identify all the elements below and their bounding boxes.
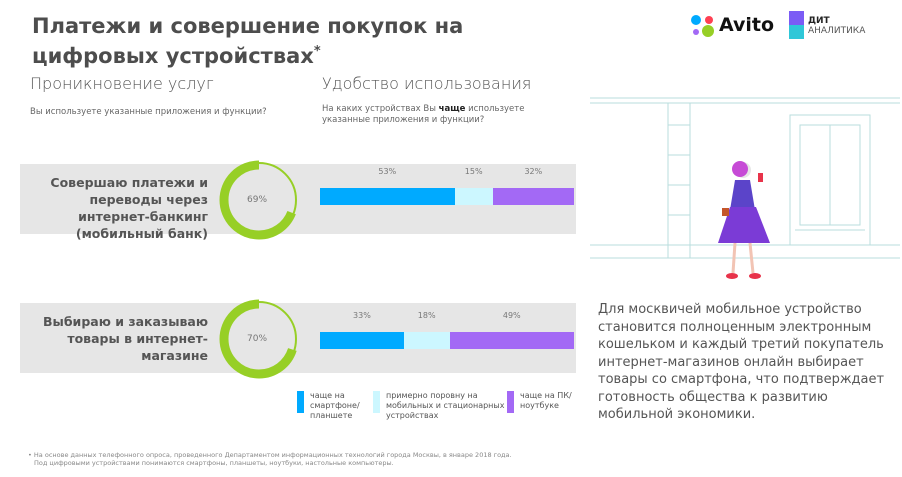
avito-dots-icon xyxy=(691,15,714,37)
bar-value-label: 33% xyxy=(353,311,371,320)
row-label: Совершаю платежи и переводы через интерн… xyxy=(50,175,208,241)
bar-value-label: 32% xyxy=(524,167,543,176)
dit-logo: ДИТ АНАЛИТИКА xyxy=(788,10,865,40)
donut-arc xyxy=(219,160,299,240)
bar-segment xyxy=(403,332,450,349)
row-label: Выбираю и заказываю товары в интернет-ма… xyxy=(43,314,208,363)
bar-value-label: 49% xyxy=(502,311,521,320)
dit-cube-icon xyxy=(789,11,804,39)
legend-item: чаще на ПК/ноутбуке xyxy=(507,391,580,413)
donut-chart xyxy=(219,160,299,240)
legend-swatch xyxy=(507,391,514,413)
bar-value-label: 15% xyxy=(464,167,483,176)
stacked-bar xyxy=(320,188,574,205)
footnote: • На основе данных телефонного опроса, п… xyxy=(28,451,512,467)
penetration-question: Вы используете указанные приложения и фу… xyxy=(30,107,267,117)
donut-arc xyxy=(219,299,299,379)
stacked-bar xyxy=(320,332,574,349)
bar-segment xyxy=(449,332,574,349)
legend-swatch xyxy=(297,391,304,413)
donut-chart xyxy=(219,299,299,379)
donut-label: 69% xyxy=(247,195,268,205)
donut-label: 70% xyxy=(247,334,268,344)
bar-value-label: 18% xyxy=(417,311,436,320)
legend-item: примерно поровну на мобильных и стациона… xyxy=(373,391,506,421)
legend-swatch xyxy=(373,391,380,413)
bar-segment xyxy=(320,332,404,349)
bar-value-label: 53% xyxy=(378,167,397,176)
bar-segment xyxy=(320,188,455,205)
shopping-woman-illustration xyxy=(590,97,900,279)
penetration-heading: Проникновение услуг xyxy=(30,74,214,93)
bar-segment xyxy=(492,188,574,205)
summary-text: Для москвичей мобильное устройство стано… xyxy=(598,302,885,422)
usability-heading: Удобство использования xyxy=(322,74,532,93)
page-title: Платежи и совершение покупок на цифровых… xyxy=(32,14,464,68)
bar-segment xyxy=(454,188,493,205)
usability-question: На каких устройствах Вы чаще используете… xyxy=(322,104,525,125)
avito-logo: Avito xyxy=(690,12,774,38)
legend-item: чаще на смартфоне/ планшете xyxy=(297,391,370,421)
